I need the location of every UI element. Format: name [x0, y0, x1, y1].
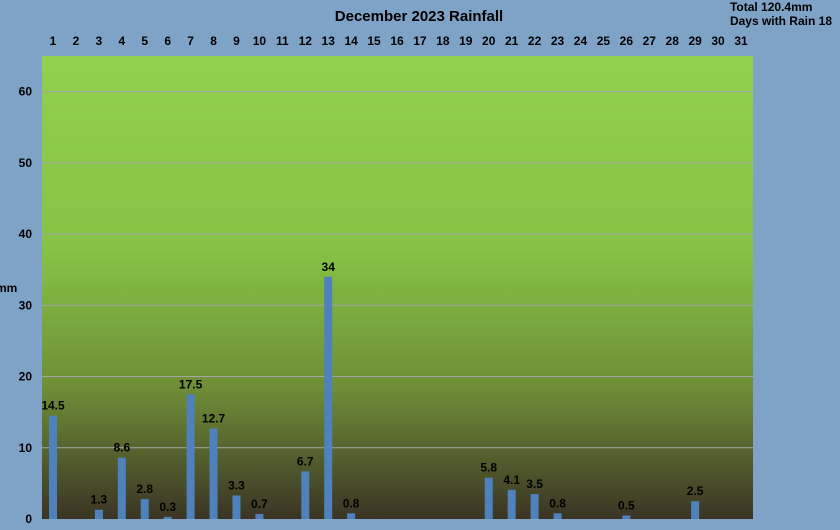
bars	[49, 276, 700, 519]
bar-day-9	[232, 495, 241, 519]
x-tick-label: 23	[551, 34, 565, 48]
x-tick-label: 9	[233, 34, 240, 48]
bar-day-29	[691, 501, 700, 519]
x-tick-label: 24	[574, 34, 588, 48]
x-tick-label: 30	[711, 34, 725, 48]
data-label-day-13: 34	[322, 260, 336, 274]
data-label-day-3: 1.3	[91, 493, 108, 507]
x-tick-label: 1	[50, 34, 57, 48]
data-label-day-26: 0.5	[618, 498, 635, 512]
y-tick-label: 30	[19, 298, 33, 312]
x-tick-label: 5	[141, 34, 148, 48]
x-tick-label: 16	[390, 34, 404, 48]
bar-day-21	[507, 489, 516, 519]
chart-title: December 2023 Rainfall	[335, 8, 503, 25]
data-label-day-10: 0.7	[251, 497, 268, 511]
bar-day-3	[94, 509, 103, 519]
bar-day-14	[347, 513, 356, 519]
x-tick-label: 10	[253, 34, 267, 48]
days-with-rain: Days with Rain 18	[729, 14, 832, 28]
data-label-day-14: 0.8	[343, 496, 360, 510]
data-label-day-1: 14.5	[41, 399, 65, 413]
data-label-day-12: 6.7	[297, 454, 314, 468]
y-tick-label: 0	[25, 512, 32, 526]
data-label-day-21: 4.1	[503, 473, 520, 487]
x-tick-label: 20	[482, 34, 496, 48]
data-label-day-6: 0.3	[159, 500, 176, 514]
y-tick-labels: 0 10 20 30 40 50 60	[19, 85, 33, 526]
data-label-day-4: 8.6	[113, 441, 130, 455]
x-tick-label: 13	[322, 34, 336, 48]
bar-day-26	[622, 515, 631, 519]
bar-day-1	[49, 415, 57, 519]
x-tick-label: 3	[96, 34, 103, 48]
x-tick-labels: 1 2 3 4 5 6 7 8 9 10 11 12 13 14 15 16 17 18 19 20 21 22 23 24 2…	[50, 34, 748, 48]
bar-day-23	[553, 513, 562, 519]
y-axis-label: mm	[0, 281, 17, 295]
x-tick-label: 6	[164, 34, 171, 48]
x-tick-label: 17	[413, 34, 427, 48]
grid-lines	[42, 91, 753, 449]
x-tick-label: 29	[688, 34, 702, 48]
x-tick-label: 15	[367, 34, 381, 48]
x-tick-label: 2	[73, 34, 80, 48]
bar-day-8	[209, 428, 218, 519]
x-tick-label: 8	[210, 34, 217, 48]
data-label-day-5: 2.8	[136, 482, 153, 496]
y-tick-label: 10	[19, 441, 33, 455]
x-tick-label: 7	[187, 34, 194, 48]
data-label-day-22: 3.5	[526, 477, 543, 491]
x-tick-label: 26	[620, 34, 634, 48]
x-tick-label: 4	[118, 34, 125, 48]
data-label-day-9: 3.3	[228, 478, 245, 492]
y-tick-label: 50	[19, 156, 33, 170]
x-tick-label: 28	[666, 34, 680, 48]
data-label-day-20: 5.8	[480, 461, 497, 475]
bar-day-4	[117, 457, 126, 519]
x-tick-label: 11	[276, 34, 289, 48]
bar-day-6	[163, 516, 172, 519]
bar-day-20	[484, 477, 493, 519]
y-tick-label: 60	[19, 85, 33, 99]
total-rainfall: Total 120.4mm	[729, 0, 813, 14]
data-labels: 14.5 1.3 8.6 2.8 0.3 17.5 12.7 3.3 0.7 6.7 34 0.8 5.…	[41, 260, 703, 514]
y-tick-label: 40	[19, 227, 33, 241]
bar-day-22	[530, 494, 539, 519]
bar-day-5	[140, 499, 149, 519]
plot-area	[42, 56, 753, 519]
x-tick-label: 25	[597, 34, 611, 48]
x-tick-label: 21	[505, 34, 519, 48]
x-tick-label: 31	[734, 34, 748, 48]
x-tick-label: 27	[643, 34, 657, 48]
x-tick-label: 18	[436, 34, 450, 48]
bar-day-7	[186, 394, 195, 519]
bar-day-10	[255, 514, 264, 519]
x-tick-label: 14	[344, 34, 358, 48]
data-label-day-23: 0.8	[549, 496, 566, 510]
bar-day-13	[324, 276, 333, 519]
y-tick-label: 20	[19, 370, 33, 384]
data-label-day-8: 12.7	[202, 412, 226, 426]
x-tick-label: 19	[459, 34, 473, 48]
data-label-day-7: 17.5	[179, 377, 203, 391]
data-label-day-29: 2.5	[687, 484, 704, 498]
summary-box: Total 120.4mm Days with Rain 18	[730, 0, 832, 28]
bar-day-12	[301, 471, 310, 519]
x-tick-label: 12	[299, 34, 313, 48]
x-tick-label: 22	[528, 34, 542, 48]
